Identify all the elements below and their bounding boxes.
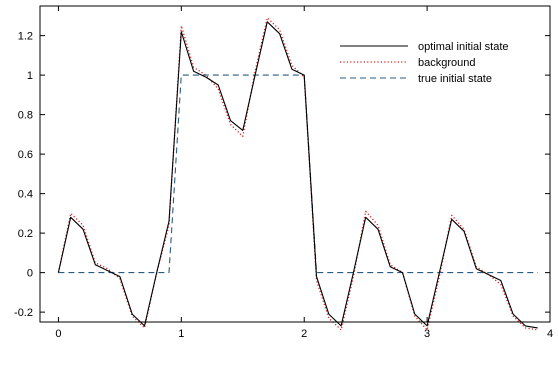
x-tick-label: 2 <box>301 328 307 340</box>
axis-ticks-group: 0 1 2 3 4 -0.2 0 0.2 0.4 0.6 0.8 1 1.2 <box>14 6 553 340</box>
series-line-optimal-initial-state <box>57 21 538 329</box>
y-tick-label: 0.6 <box>18 149 33 161</box>
x-tick-label: 3 <box>424 328 430 340</box>
x-tick-label: 1 <box>178 328 184 340</box>
series-line-true-initial-state <box>58 74 538 274</box>
y-tick-label: 0 <box>27 268 33 280</box>
y-tick-label: 0.4 <box>18 189 33 201</box>
y-tick-label: 1 <box>27 70 33 82</box>
x-tick-label: 0 <box>55 328 61 340</box>
plot-area-frame <box>39 5 551 323</box>
legend: optimal initial state background true init… <box>340 41 509 85</box>
y-tick-label: 1.2 <box>18 31 33 43</box>
y-tick-label: -0.2 <box>14 307 33 319</box>
legend-label-true-initial-state: true initial state <box>418 73 492 85</box>
legend-label-background: background <box>418 57 476 69</box>
x-tick-label: 4 <box>547 328 553 340</box>
y-tick-label: 0.8 <box>18 110 33 122</box>
legend-label-optimal-initial-state: optimal initial state <box>418 41 509 53</box>
y-tick-label: 0.2 <box>18 228 33 240</box>
